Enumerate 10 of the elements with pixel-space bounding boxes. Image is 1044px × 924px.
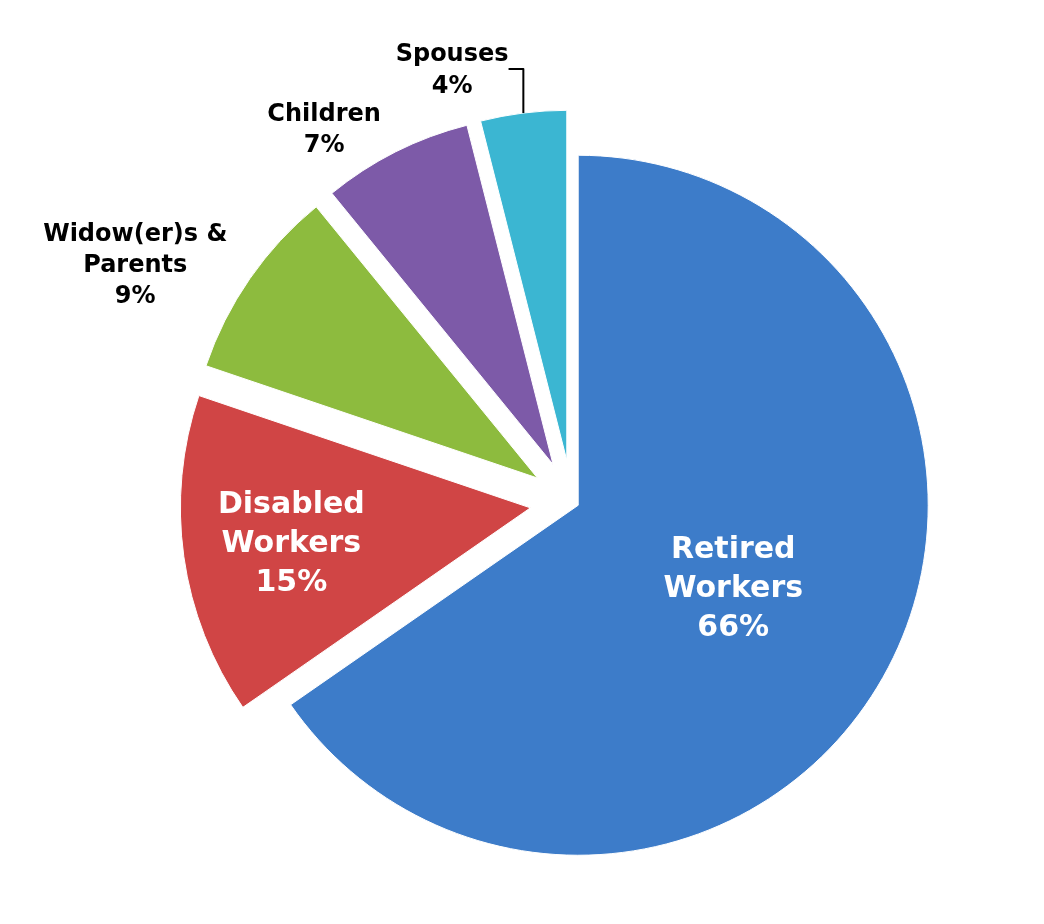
data-label: 4% — [431, 70, 473, 99]
slice-label: Children — [267, 98, 381, 127]
slice-label: Spouses — [395, 39, 509, 68]
data-label: 15% — [255, 563, 328, 599]
data-label: 9% — [114, 281, 156, 310]
slice-label: Widow(er)s & Parents — [43, 218, 228, 278]
data-label: 7% — [303, 129, 345, 158]
slice-label: Disabled Workers — [217, 485, 365, 560]
slice-label: Retired Workers — [663, 529, 804, 604]
data-label: 66% — [697, 607, 770, 643]
